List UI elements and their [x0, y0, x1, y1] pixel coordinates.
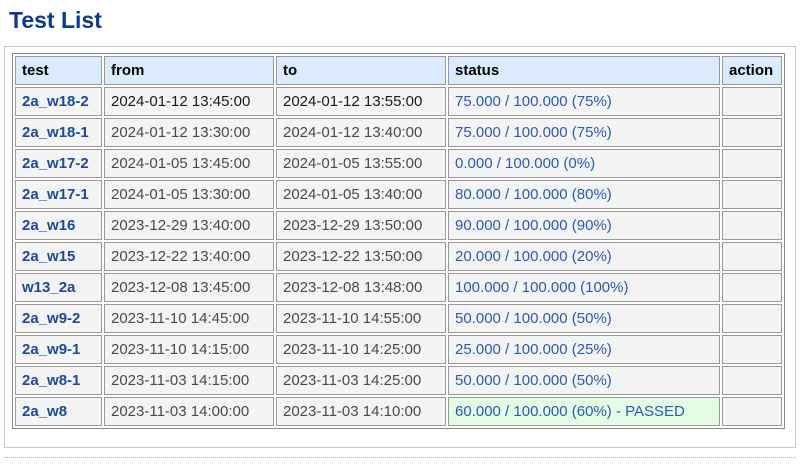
table-row: 2a_w9-2 2023-11-10 14:45:00 2023-11-10 1…: [15, 304, 782, 333]
action-cell: [722, 118, 782, 147]
from-cell: 2023-12-22 13:40:00: [104, 242, 274, 271]
table-row: w13_2a 2023-12-08 13:45:00 2023-12-08 13…: [15, 273, 782, 302]
action-cell: [722, 211, 782, 240]
to-cell: 2024-01-05 13:55:00: [276, 149, 446, 178]
status-link[interactable]: 50.000 / 100.000 (50%): [448, 366, 720, 395]
from-cell: 2024-01-12 13:30:00: [104, 118, 274, 147]
action-cell: [722, 87, 782, 116]
to-cell: 2023-12-22 13:50:00: [276, 242, 446, 271]
from-cell: 2023-11-10 14:15:00: [104, 335, 274, 364]
test-name-link[interactable]: 2a_w16: [15, 211, 102, 240]
status-link[interactable]: 75.000 / 100.000 (75%): [448, 118, 720, 147]
to-cell: 2023-11-10 14:25:00: [276, 335, 446, 364]
to-cell: 2023-11-10 14:55:00: [276, 304, 446, 333]
status-link[interactable]: 25.000 / 100.000 (25%): [448, 335, 720, 364]
table-header-row: test from to status action: [15, 56, 782, 85]
action-cell: [722, 366, 782, 395]
action-cell: [722, 149, 782, 178]
from-cell: 2023-12-29 13:40:00: [104, 211, 274, 240]
status-link[interactable]: 100.000 / 100.000 (100%): [448, 273, 720, 302]
action-cell: [722, 304, 782, 333]
table-row: 2a_w15 2023-12-22 13:40:00 2023-12-22 13…: [15, 242, 782, 271]
table-row: 2a_w18-2 2024-01-12 13:45:00 2024-01-12 …: [15, 87, 782, 116]
to-cell: 2023-12-08 13:48:00: [276, 273, 446, 302]
from-cell: 2023-11-03 14:00:00: [104, 397, 274, 426]
from-cell: 2023-12-08 13:45:00: [104, 273, 274, 302]
test-list-table: test from to status action 2a_w18-2 2024…: [12, 53, 785, 429]
test-name-link[interactable]: 2a_w8: [15, 397, 102, 426]
test-name-link[interactable]: 2a_w18-1: [15, 118, 102, 147]
column-header-action: action: [722, 56, 782, 85]
test-name-link[interactable]: 2a_w8-1: [15, 366, 102, 395]
test-list-panel: test from to status action 2a_w18-2 2024…: [4, 46, 796, 448]
action-cell: [722, 335, 782, 364]
to-cell: 2024-01-12 13:40:00: [276, 118, 446, 147]
status-link[interactable]: 80.000 / 100.000 (80%): [448, 180, 720, 209]
action-cell: [722, 397, 782, 426]
test-name-link[interactable]: 2a_w17-1: [15, 180, 102, 209]
to-cell: 2023-11-03 14:10:00: [276, 397, 446, 426]
column-header-test: test: [15, 56, 102, 85]
from-cell: 2023-11-10 14:45:00: [104, 304, 274, 333]
test-name-link[interactable]: w13_2a: [15, 273, 102, 302]
table-row: 2a_w8-1 2023-11-03 14:15:00 2023-11-03 1…: [15, 366, 782, 395]
from-cell: 2023-11-03 14:15:00: [104, 366, 274, 395]
divider: [4, 457, 796, 458]
page-title: Test List: [9, 7, 102, 33]
column-header-to: to: [276, 56, 446, 85]
action-cell: [722, 242, 782, 271]
from-cell: 2024-01-05 13:30:00: [104, 180, 274, 209]
column-header-status: status: [448, 56, 720, 85]
test-name-link[interactable]: 2a_w18-2: [15, 87, 102, 116]
to-cell: 2023-11-03 14:25:00: [276, 366, 446, 395]
table-row: 2a_w8 2023-11-03 14:00:00 2023-11-03 14:…: [15, 397, 782, 426]
action-cell: [722, 180, 782, 209]
from-cell: 2024-01-12 13:45:00: [104, 87, 274, 116]
table-row: 2a_w17-2 2024-01-05 13:45:00 2024-01-05 …: [15, 149, 782, 178]
status-link[interactable]: 75.000 / 100.000 (75%): [448, 87, 720, 116]
to-cell: 2024-01-12 13:55:00: [276, 87, 446, 116]
test-name-link[interactable]: 2a_w9-2: [15, 304, 102, 333]
status-link[interactable]: 0.000 / 100.000 (0%): [448, 149, 720, 178]
column-header-from: from: [104, 56, 274, 85]
status-link[interactable]: 20.000 / 100.000 (20%): [448, 242, 720, 271]
table-row: 2a_w16 2023-12-29 13:40:00 2023-12-29 13…: [15, 211, 782, 240]
table-row: 2a_w18-1 2024-01-12 13:30:00 2024-01-12 …: [15, 118, 782, 147]
table-row: 2a_w17-1 2024-01-05 13:30:00 2024-01-05 …: [15, 180, 782, 209]
table-row: 2a_w9-1 2023-11-10 14:15:00 2023-11-10 1…: [15, 335, 782, 364]
status-passed-link[interactable]: 60.000 / 100.000 (60%) - PASSED: [448, 397, 720, 426]
test-name-link[interactable]: 2a_w17-2: [15, 149, 102, 178]
from-cell: 2024-01-05 13:45:00: [104, 149, 274, 178]
status-link[interactable]: 50.000 / 100.000 (50%): [448, 304, 720, 333]
test-name-link[interactable]: 2a_w15: [15, 242, 102, 271]
to-cell: 2023-12-29 13:50:00: [276, 211, 446, 240]
status-link[interactable]: 90.000 / 100.000 (90%): [448, 211, 720, 240]
to-cell: 2024-01-05 13:40:00: [276, 180, 446, 209]
action-cell: [722, 273, 782, 302]
test-name-link[interactable]: 2a_w9-1: [15, 335, 102, 364]
